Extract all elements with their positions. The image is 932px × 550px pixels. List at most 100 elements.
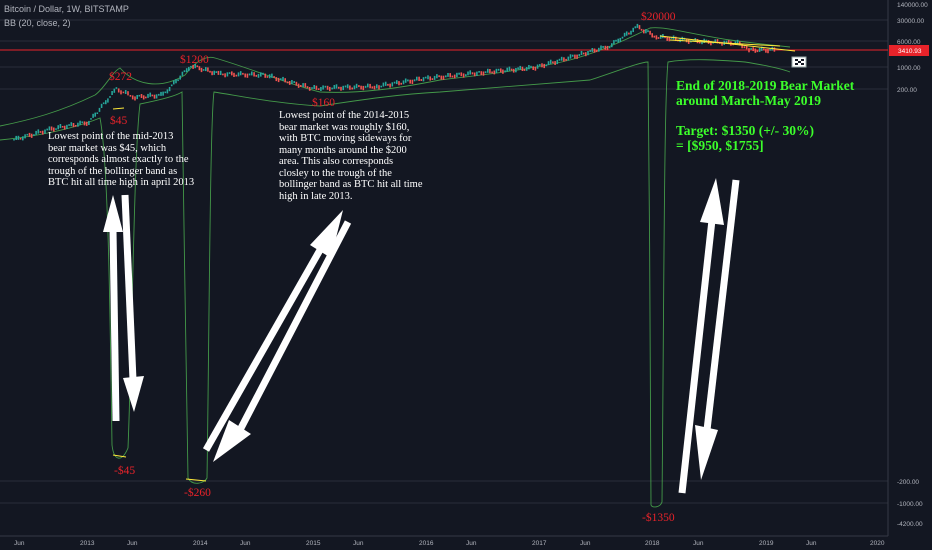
price-candle-260 bbox=[585, 52, 587, 57]
price-candle-308 bbox=[687, 39, 690, 44]
price-candle-118 bbox=[271, 73, 273, 78]
price-candle-75 bbox=[177, 79, 179, 82]
price-candle-344 bbox=[767, 48, 769, 54]
price-candle-81 bbox=[190, 65, 192, 68]
price-candle-10 bbox=[35, 130, 37, 135]
price-candle-176 bbox=[400, 82, 402, 85]
price-candle-56 bbox=[136, 95, 138, 100]
price-candle-71 bbox=[168, 87, 171, 92]
price-candle-165 bbox=[376, 84, 378, 89]
price-candle-199 bbox=[451, 75, 454, 78]
price-candle-132 bbox=[302, 83, 304, 87]
price-candle-210 bbox=[476, 71, 478, 76]
price-candle-314 bbox=[701, 40, 703, 45]
price-candle-342 bbox=[763, 48, 765, 51]
price-candle-100 bbox=[231, 71, 233, 76]
price-candle-49 bbox=[120, 90, 122, 95]
price-candle-58 bbox=[140, 94, 143, 98]
price-candle-339 bbox=[756, 50, 759, 53]
price-candle-230 bbox=[519, 65, 521, 70]
price-candle-79 bbox=[185, 68, 188, 73]
price-candle-261 bbox=[587, 51, 589, 56]
price-candle-168 bbox=[382, 82, 385, 87]
svg-text:-200.00: -200.00 bbox=[897, 479, 919, 486]
price-candle-237 bbox=[534, 66, 537, 71]
price-candle-196 bbox=[445, 75, 447, 78]
label-45: $45 bbox=[110, 114, 128, 127]
price-candle-116 bbox=[266, 76, 269, 78]
svg-text:140000.00: 140000.00 bbox=[897, 2, 928, 9]
price-candle-72 bbox=[170, 84, 173, 87]
price-candle-264 bbox=[593, 48, 596, 53]
svg-text:Jun: Jun bbox=[127, 540, 138, 547]
price-candle-60 bbox=[145, 96, 147, 99]
price-candle-32 bbox=[83, 121, 86, 126]
price-candle-167 bbox=[380, 85, 382, 88]
price-candle-161 bbox=[367, 83, 369, 88]
price-candle-6 bbox=[26, 133, 29, 136]
price-candle-253 bbox=[569, 54, 572, 59]
price-candle-143 bbox=[326, 85, 329, 90]
price-candle-88 bbox=[205, 67, 207, 72]
price-candle-152 bbox=[346, 84, 349, 89]
svg-text:Jun: Jun bbox=[466, 540, 477, 547]
price-candle-74 bbox=[175, 79, 177, 84]
price-candle-338 bbox=[754, 48, 757, 53]
price-candle-283 bbox=[634, 26, 637, 29]
price-candle-67 bbox=[160, 91, 162, 96]
price-candle-206 bbox=[467, 71, 469, 76]
price-candle-276 bbox=[619, 37, 622, 43]
price-candle-262 bbox=[589, 50, 591, 52]
price-candle-18 bbox=[53, 127, 55, 132]
price-candle-145 bbox=[331, 87, 333, 90]
flag-icon[interactable] bbox=[791, 56, 807, 68]
note-2013: Lowest point of the mid-2013 bear market… bbox=[48, 131, 195, 188]
svg-text:2020: 2020 bbox=[870, 540, 885, 547]
price-candle-37 bbox=[94, 112, 96, 117]
price-candle-333 bbox=[743, 46, 746, 49]
price-candle-239 bbox=[539, 64, 541, 66]
price-candle-140 bbox=[320, 87, 322, 91]
price-candle-185 bbox=[420, 79, 423, 81]
price-candle-76 bbox=[179, 75, 181, 80]
price-candle-297 bbox=[664, 36, 666, 39]
price-candle-163 bbox=[371, 86, 374, 89]
price-candle-5 bbox=[24, 134, 26, 139]
price-candle-318 bbox=[710, 41, 712, 46]
price-candle-247 bbox=[556, 59, 559, 65]
price-candle-288 bbox=[645, 29, 647, 34]
label-neg1350: -$1350 bbox=[642, 511, 675, 524]
price-candle-150 bbox=[342, 85, 344, 91]
price-candle-341 bbox=[760, 46, 763, 51]
price-candle-155 bbox=[353, 85, 356, 90]
arrow-up-1 bbox=[103, 195, 123, 232]
price-candle-129 bbox=[295, 81, 298, 86]
svg-text:2016: 2016 bbox=[419, 540, 434, 547]
price-candle-282 bbox=[632, 27, 634, 33]
price-candle-7 bbox=[28, 132, 31, 137]
price-candle-17 bbox=[50, 126, 53, 131]
price-candle-227 bbox=[512, 68, 515, 73]
price-candle-313 bbox=[698, 41, 701, 44]
price-candle-141 bbox=[322, 85, 324, 90]
price-candle-220 bbox=[497, 68, 500, 71]
price-candle-97 bbox=[224, 73, 226, 78]
price-candle-275 bbox=[617, 38, 619, 43]
price-candle-160 bbox=[364, 85, 367, 88]
price-candle-249 bbox=[560, 56, 563, 61]
price-candle-42 bbox=[105, 100, 107, 105]
price-candle-77 bbox=[181, 71, 184, 76]
price-candle-218 bbox=[493, 70, 496, 75]
price-candle-221 bbox=[500, 68, 502, 73]
price-candle-31 bbox=[81, 121, 84, 124]
price-candle-198 bbox=[449, 73, 451, 78]
price-candle-162 bbox=[369, 83, 371, 89]
price-candle-39 bbox=[98, 107, 101, 112]
price-candle-149 bbox=[340, 86, 342, 91]
price-candle-57 bbox=[138, 94, 141, 97]
label-160: $160 bbox=[312, 96, 335, 109]
price-candle-181 bbox=[411, 79, 414, 84]
price-candle-291 bbox=[651, 33, 653, 38]
price-candle-26 bbox=[70, 122, 73, 127]
